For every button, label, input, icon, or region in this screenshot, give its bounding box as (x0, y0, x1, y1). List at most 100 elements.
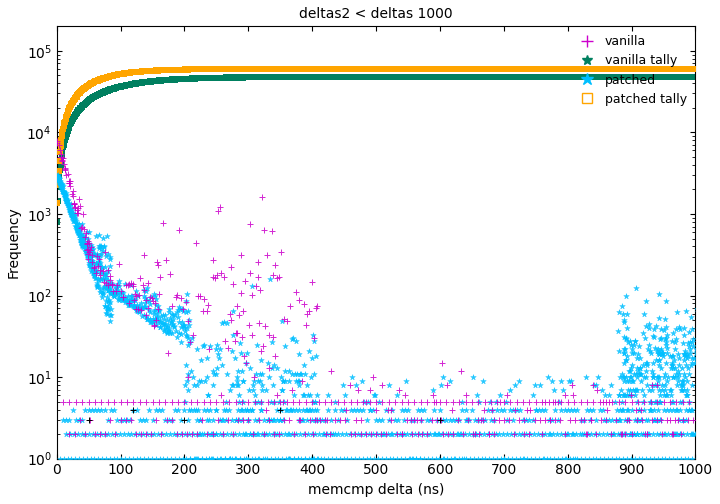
Point (222, 416, 234, 424)
Point (118, 70, 130, 78)
Point (628, 386, 639, 394)
Point (616, 398, 628, 406)
Point (171, 66, 182, 74)
Point (685, 361, 696, 369)
Point (438, 65, 449, 73)
Point (301, 65, 312, 73)
Point (89, 249, 100, 258)
Point (633, 350, 644, 358)
Point (585, 65, 597, 73)
Point (485, 73, 496, 81)
Point (459, 65, 470, 73)
Point (672, 373, 683, 381)
Point (642, 430, 653, 438)
Point (256, 347, 267, 355)
Point (57, 186, 68, 195)
Point (100, 284, 112, 292)
Point (188, 381, 199, 389)
Point (658, 326, 670, 334)
Point (353, 65, 364, 73)
Point (72, 430, 84, 438)
Point (78, 240, 90, 248)
Point (680, 73, 692, 81)
Point (626, 361, 638, 369)
Point (678, 369, 690, 377)
Point (468, 73, 480, 81)
Point (524, 65, 536, 73)
Point (361, 398, 372, 406)
Point (472, 416, 484, 424)
Point (60, 133, 71, 141)
Point (677, 416, 688, 424)
Point (149, 77, 161, 85)
Point (434, 73, 446, 81)
Point (633, 406, 644, 414)
Point (273, 455, 284, 463)
Point (402, 406, 414, 414)
Point (116, 296, 127, 304)
Point (75, 230, 86, 238)
Point (115, 455, 127, 463)
Point (482, 73, 494, 81)
Point (373, 73, 384, 81)
Point (621, 73, 632, 81)
Point (264, 331, 275, 339)
Point (68, 113, 80, 121)
Point (547, 65, 559, 73)
Point (152, 310, 163, 318)
Point (141, 67, 153, 75)
Point (104, 262, 116, 270)
Point (463, 73, 474, 81)
Point (73, 231, 85, 239)
Point (104, 276, 116, 284)
Point (366, 65, 378, 73)
Point (127, 302, 139, 310)
Point (192, 74, 204, 82)
Point (150, 67, 161, 75)
Point (346, 65, 357, 73)
Point (239, 406, 251, 414)
Point (545, 73, 557, 81)
Point (179, 75, 191, 83)
Point (271, 406, 283, 414)
Point (242, 348, 253, 356)
Point (307, 65, 319, 73)
Point (503, 73, 514, 81)
Point (575, 455, 587, 463)
Point (96, 75, 107, 83)
Point (506, 73, 518, 81)
Point (202, 65, 214, 73)
Point (337, 381, 348, 389)
Point (210, 65, 221, 73)
Point (539, 65, 551, 73)
Point (183, 341, 194, 349)
Point (81, 240, 92, 248)
Point (686, 359, 698, 367)
Point (624, 391, 635, 399)
Point (475, 416, 487, 424)
Point (469, 430, 481, 438)
Point (312, 416, 323, 424)
Point (379, 73, 391, 81)
Point (564, 416, 576, 424)
Point (379, 65, 390, 73)
Point (217, 416, 228, 424)
Point (226, 347, 238, 355)
Point (120, 292, 131, 300)
Point (135, 455, 146, 463)
Point (620, 356, 631, 364)
Point (88, 93, 99, 101)
Point (400, 65, 412, 73)
Point (321, 65, 333, 73)
Point (182, 369, 194, 377)
Point (517, 416, 528, 424)
Point (91, 283, 103, 291)
Point (76, 103, 87, 111)
Point (75, 236, 86, 244)
Point (652, 373, 663, 381)
Point (639, 73, 651, 81)
Point (62, 196, 73, 204)
Point (272, 73, 284, 81)
Point (105, 305, 117, 313)
Point (62, 109, 73, 117)
